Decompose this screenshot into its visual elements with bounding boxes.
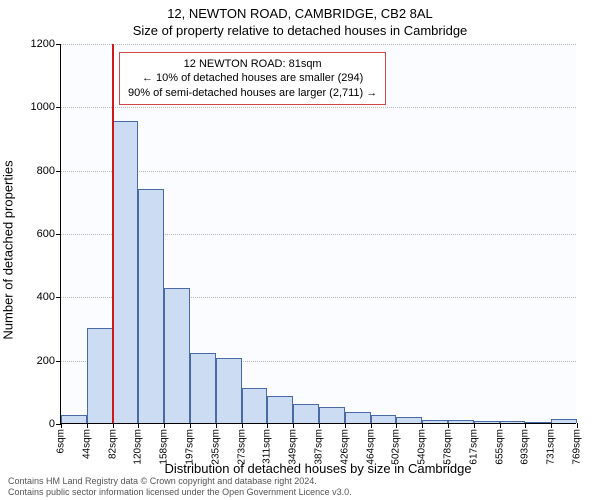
- plot-area: 12 NEWTON ROAD: 81sqm ← 10% of detached …: [60, 44, 576, 424]
- xtick-label: 426sqm: [339, 429, 350, 465]
- xtick-mark: [422, 423, 423, 428]
- ytick-label: 200: [37, 355, 55, 367]
- plot-inner: 12 NEWTON ROAD: 81sqm ← 10% of detached …: [60, 44, 576, 424]
- xtick-label: 464sqm: [365, 429, 376, 465]
- y-axis-label: Number of detached properties: [1, 160, 16, 339]
- bar: [87, 328, 113, 423]
- ytick-label: 0: [49, 418, 55, 430]
- bar: [242, 388, 268, 423]
- xtick-mark: [138, 423, 139, 428]
- xtick-label: 655sqm: [494, 429, 505, 465]
- chart-title: 12, NEWTON ROAD, CAMBRIDGE, CB2 8AL: [0, 0, 600, 21]
- xtick-label: 82sqm: [107, 429, 118, 459]
- bar: [345, 412, 371, 423]
- bar: [190, 353, 216, 423]
- xtick-mark: [345, 423, 346, 428]
- bar: [293, 404, 319, 423]
- xtick-mark: [577, 423, 578, 428]
- bar: [551, 419, 577, 423]
- ytick-label: 400: [37, 291, 55, 303]
- xtick-label: 120sqm: [133, 429, 144, 465]
- bar: [113, 121, 139, 423]
- xtick-mark: [216, 423, 217, 428]
- xtick-mark: [525, 423, 526, 428]
- xtick-mark: [474, 423, 475, 428]
- info-line-3: 90% of semi-detached houses are larger (…: [128, 86, 377, 100]
- xtick-label: 273sqm: [236, 429, 247, 465]
- chart-subtitle: Size of property relative to detached ho…: [0, 21, 600, 38]
- xtick-label: 502sqm: [391, 429, 402, 465]
- bar: [474, 421, 500, 423]
- xtick-mark: [267, 423, 268, 428]
- xtick-mark: [500, 423, 501, 428]
- ytick-label: 800: [37, 165, 55, 177]
- bar: [267, 396, 293, 423]
- xtick-label: 197sqm: [185, 429, 196, 465]
- xtick-label: 769sqm: [572, 429, 583, 465]
- gridline: [61, 107, 576, 108]
- ytick-mark: [56, 234, 61, 235]
- xtick-label: 617sqm: [468, 429, 479, 465]
- bar: [525, 422, 551, 423]
- xtick-mark: [87, 423, 88, 428]
- ytick-label: 1200: [31, 38, 55, 50]
- xtick-label: 731sqm: [546, 429, 557, 465]
- xtick-mark: [396, 423, 397, 428]
- ytick-mark: [56, 297, 61, 298]
- bar: [396, 417, 422, 423]
- marker-line: [112, 44, 114, 423]
- xtick-label: 235sqm: [210, 429, 221, 465]
- xtick-label: 6sqm: [56, 429, 67, 453]
- ytick-label: 600: [37, 228, 55, 240]
- footer: Contains HM Land Registry data © Crown c…: [8, 476, 592, 498]
- xtick-mark: [448, 423, 449, 428]
- xtick-label: 693sqm: [520, 429, 531, 465]
- xtick-mark: [551, 423, 552, 428]
- xtick-label: 44sqm: [81, 429, 92, 459]
- footer-line-1: Contains HM Land Registry data © Crown c…: [8, 476, 592, 487]
- bar: [319, 407, 345, 423]
- ytick-mark: [56, 44, 61, 45]
- gridline: [61, 44, 576, 45]
- xtick-label: 158sqm: [159, 429, 170, 465]
- ytick-mark: [56, 107, 61, 108]
- ytick-mark: [56, 171, 61, 172]
- xtick-label: 540sqm: [417, 429, 428, 465]
- bar: [448, 420, 474, 423]
- xtick-mark: [242, 423, 243, 428]
- bar: [371, 415, 397, 423]
- bar: [164, 288, 190, 423]
- bar: [500, 421, 526, 423]
- bar: [216, 358, 242, 423]
- xtick-label: 311sqm: [262, 429, 273, 464]
- xtick-mark: [319, 423, 320, 428]
- xtick-mark: [61, 423, 62, 428]
- bar: [422, 420, 448, 423]
- xtick-label: 349sqm: [288, 429, 299, 465]
- ytick-mark: [56, 361, 61, 362]
- info-line-2: ← 10% of detached houses are smaller (29…: [128, 71, 377, 85]
- xtick-mark: [293, 423, 294, 428]
- chart-container: 12, NEWTON ROAD, CAMBRIDGE, CB2 8AL Size…: [0, 0, 600, 500]
- bar: [138, 189, 164, 423]
- info-line-1: 12 NEWTON ROAD: 81sqm: [128, 57, 377, 71]
- xtick-mark: [164, 423, 165, 428]
- xtick-mark: [190, 423, 191, 428]
- ytick-label: 1000: [31, 101, 55, 113]
- bar: [61, 415, 87, 423]
- x-axis-label: Distribution of detached houses by size …: [60, 461, 576, 476]
- info-box: 12 NEWTON ROAD: 81sqm ← 10% of detached …: [119, 52, 386, 105]
- xtick-mark: [113, 423, 114, 428]
- xtick-mark: [371, 423, 372, 428]
- footer-line-2: Contains public sector information licen…: [8, 487, 592, 498]
- xtick-label: 578sqm: [443, 429, 454, 465]
- xtick-label: 387sqm: [314, 429, 325, 465]
